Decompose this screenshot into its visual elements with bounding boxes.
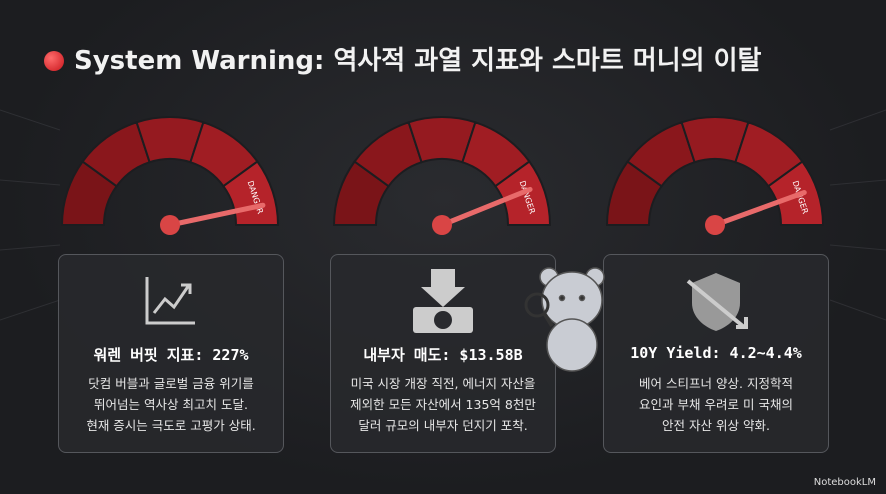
line: 미국 시장 개장 직전, 에너지 자산을: [350, 376, 536, 391]
card: 10Y Yield: 4.2~4.4% 베어 스티프너 양상. 지정학적 요인과…: [603, 254, 829, 453]
card: 내부자 매도: $13.58B 미국 시장 개장 직전, 에너지 자산을 제외한…: [330, 254, 556, 453]
line: 뛰어넘는 역사상 최고치 도달.: [94, 397, 248, 412]
line: 안전 자산 위상 약화.: [662, 418, 770, 433]
watermark: NotebookLM: [813, 477, 876, 488]
card: 워렌 버핏 지표: 227% 닷컴 버블과 글로벌 금융 위기를 뛰어넘는 역사…: [58, 254, 284, 453]
line: 닷컴 버블과 글로벌 금융 위기를: [88, 376, 254, 391]
description: 베어 스티프너 양상. 지정학적 요인과 부채 우려로 미 국채의 안전 자산 …: [604, 373, 828, 436]
line: 베어 스티프너 양상. 지정학적: [639, 376, 793, 391]
shield-icon: [686, 273, 748, 331]
warning-dot: [44, 51, 64, 71]
description: 미국 시장 개장 직전, 에너지 자산을 제외한 모든 자산에서 135억 8천…: [331, 373, 555, 436]
gauge-needle: [167, 202, 266, 228]
metric: 워렌 버핏 지표: 227%: [93, 346, 249, 364]
gauge-hub: [705, 215, 725, 235]
gauge-needle: [712, 190, 807, 228]
metric: 내부자 매도: $13.58B: [363, 346, 523, 364]
line: 제외한 모든 자산에서 135억 8천만: [350, 397, 536, 412]
description: 닷컴 버블과 글로벌 금융 위기를 뛰어넘는 역사상 최고치 도달. 현재 증시…: [59, 373, 283, 436]
line: 요인과 부채 우려로 미 국채의: [639, 397, 793, 412]
line: 현재 증시는 극도로 고평가 상태.: [86, 418, 256, 433]
metric: 10Y Yield: 4.2~4.4%: [630, 344, 802, 362]
grid-decor: [0, 109, 886, 321]
line: 달러 규모의 내부자 던지기 포착.: [358, 418, 528, 433]
gauge-needle: [439, 186, 533, 228]
title: System Warning: 역사적 과열 지표와 스마트 머니의 이탈: [74, 46, 762, 76]
chart-icon: [145, 277, 195, 325]
gauge-hub: [432, 215, 452, 235]
money-icon: [413, 269, 473, 333]
gauge-hub: [160, 215, 180, 235]
